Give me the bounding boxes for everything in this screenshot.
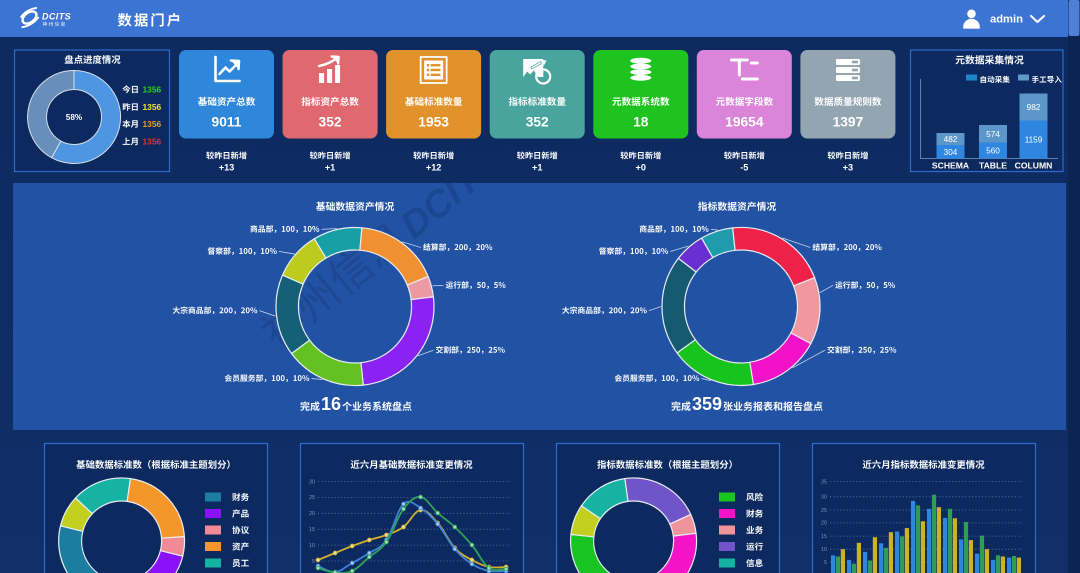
svg-text:482: 482: [944, 135, 958, 144]
svg-text:+3: +3: [843, 163, 853, 173]
svg-text:SCHEMA: SCHEMA: [932, 161, 969, 171]
svg-text:352: 352: [319, 115, 342, 130]
svg-text:1356: 1356: [143, 119, 162, 129]
svg-text:35: 35: [821, 479, 827, 485]
svg-text:560: 560: [986, 147, 1000, 156]
svg-text:COLUMN: COLUMN: [1015, 161, 1053, 171]
svg-text:DCITS: DCITS: [42, 12, 71, 22]
svg-text:574: 574: [986, 130, 1000, 139]
svg-text:20: 20: [309, 511, 315, 517]
svg-text:15: 15: [309, 527, 315, 533]
svg-text:982: 982: [1027, 103, 1041, 112]
svg-text:1356: 1356: [143, 85, 162, 95]
svg-text:10: 10: [821, 547, 827, 553]
svg-text:15: 15: [821, 534, 827, 540]
svg-text:352: 352: [526, 115, 549, 130]
svg-text:5: 5: [824, 560, 827, 566]
svg-text:30: 30: [821, 495, 827, 501]
svg-text:+12: +12: [426, 163, 442, 173]
svg-text:-5: -5: [740, 163, 748, 173]
svg-text:1953: 1953: [418, 115, 449, 130]
svg-text:admin: admin: [990, 14, 1023, 26]
svg-text:16: 16: [321, 394, 341, 414]
svg-text:+1: +1: [532, 163, 542, 173]
svg-text:+13: +13: [219, 163, 235, 173]
svg-text:1356: 1356: [143, 102, 162, 112]
svg-text:20: 20: [821, 521, 827, 527]
svg-text:25: 25: [309, 495, 315, 501]
svg-text:5: 5: [312, 559, 315, 565]
svg-text:1159: 1159: [1025, 136, 1043, 145]
svg-text:304: 304: [944, 148, 958, 157]
svg-text:19654: 19654: [725, 115, 764, 130]
svg-text:1356: 1356: [143, 137, 162, 147]
svg-text:58%: 58%: [66, 113, 83, 122]
svg-text:9011: 9011: [212, 115, 242, 130]
svg-text:10: 10: [309, 543, 315, 549]
svg-text:25: 25: [821, 508, 827, 514]
svg-text:1397: 1397: [833, 115, 864, 130]
svg-text:+0: +0: [636, 163, 646, 173]
svg-text:+1: +1: [325, 163, 335, 173]
svg-text:18: 18: [633, 115, 649, 130]
svg-text:TABLE: TABLE: [979, 161, 1007, 171]
svg-text:359: 359: [692, 394, 722, 414]
svg-text:30: 30: [309, 479, 315, 485]
